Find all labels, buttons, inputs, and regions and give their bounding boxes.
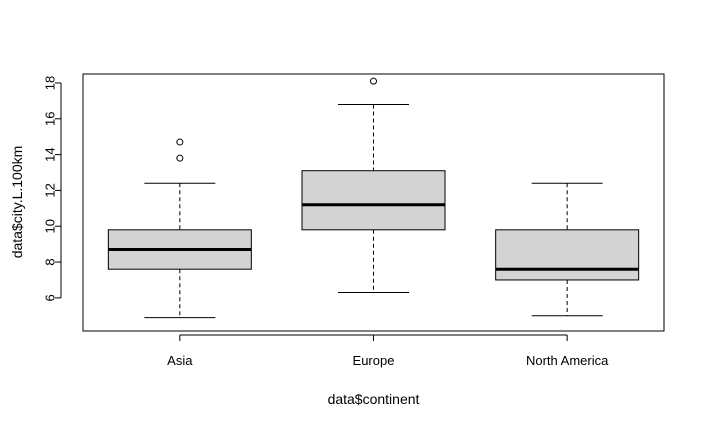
y-tick-label: 6 <box>43 294 58 301</box>
x-axis-title: data$continent <box>328 391 420 407</box>
x-tick-label: Europe <box>353 353 395 368</box>
y-axis: 6 8 10 12 14 16 18 <box>43 76 62 301</box>
outlier-point <box>176 154 184 162</box>
y-tick-label: 8 <box>43 258 58 265</box>
x-axis: Asia Europe North America <box>167 334 609 368</box>
y-axis-title: data$city.L.100km <box>9 146 25 259</box>
plot-frame <box>82 73 665 332</box>
outlier-point <box>176 138 184 146</box>
iqr-box <box>495 229 640 281</box>
y-tick-label: 18 <box>43 76 58 90</box>
y-tick-label: 10 <box>43 219 58 233</box>
box-north-america <box>495 182 640 317</box>
box-asia <box>107 138 252 319</box>
iqr-box <box>301 170 446 231</box>
y-tick-label: 14 <box>43 147 58 161</box>
box-europe <box>301 77 446 293</box>
x-tick-label: North America <box>526 353 609 368</box>
outlier-point <box>370 77 377 85</box>
y-tick-label: 16 <box>43 112 58 126</box>
boxes-group <box>107 77 640 319</box>
x-tick-label: Asia <box>167 353 193 368</box>
y-tick-label: 12 <box>43 183 58 197</box>
